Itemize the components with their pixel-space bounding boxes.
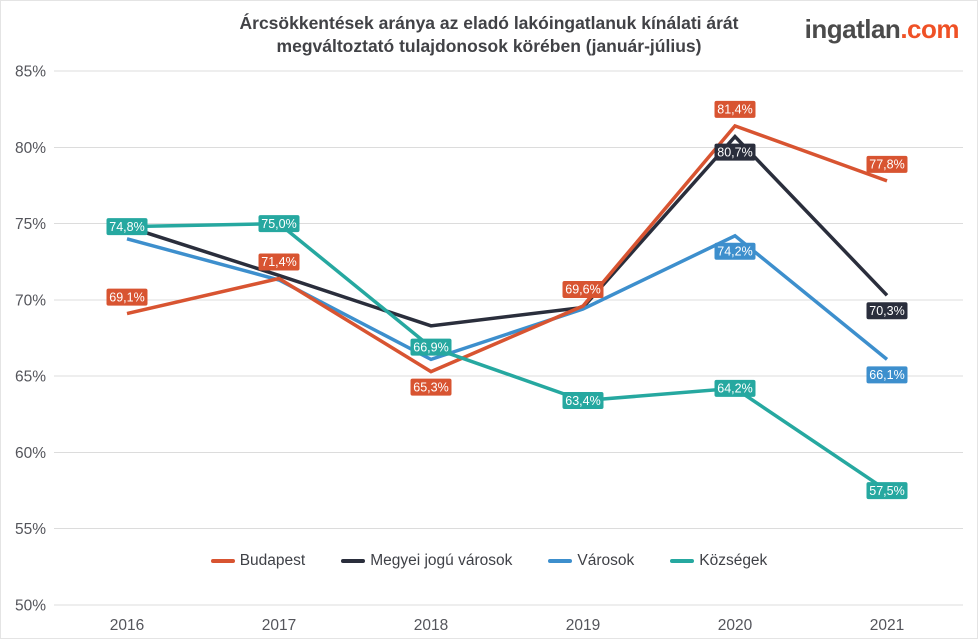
y-tick-label-55: 55% [15, 521, 46, 538]
point-label-value: 77,8% [869, 158, 904, 172]
series-line-községek [126, 221, 888, 493]
series-line-városok [126, 233, 889, 362]
point-label-box [562, 392, 604, 410]
point-label-box [866, 155, 908, 173]
logo-tld: .com [900, 14, 959, 44]
x-tick-label-2021: 2021 [870, 617, 904, 634]
legend-swatch [548, 559, 573, 563]
point-label-value: 64,2% [717, 382, 752, 396]
point-label-value: 66,1% [869, 368, 904, 382]
point-label-value: 74,2% [717, 244, 752, 258]
point-label-box [866, 482, 908, 500]
x-tick-label-2020: 2020 [718, 617, 753, 634]
point-label-value: 70,3% [869, 304, 904, 318]
point-label-box [714, 100, 756, 118]
legend-item-községek: Községek [670, 552, 767, 570]
chart-title-line2: megváltoztató tulajdonosok körében (janu… [276, 36, 702, 56]
ingatlan-com-logo: ingatlan.com [804, 14, 960, 45]
point-label-value: 81,4% [717, 103, 752, 117]
x-tick-label-2019: 2019 [566, 617, 600, 634]
legend-item-budapest: Budapest [210, 552, 306, 570]
x-tick-label-2018: 2018 [414, 617, 448, 634]
point-label-box [866, 366, 908, 384]
legend-item-megyei-jogú-városok: Megyei jogú városok [341, 552, 512, 570]
legend-label: Budapest [239, 552, 306, 569]
point-label-value: 65,3% [413, 380, 448, 394]
series-line-megyei-jogú-városok [126, 134, 889, 328]
point-label-box [258, 215, 300, 233]
point-label-box [714, 379, 756, 397]
legend-item-városok: Városok [548, 552, 634, 570]
point-label-value: 57,5% [869, 484, 904, 498]
x-tick-label-2016: 2016 [110, 617, 144, 634]
y-tick-label-85: 85% [15, 64, 46, 81]
point-label-box [410, 378, 452, 396]
legend-swatch [341, 559, 366, 563]
chart-title-line1: Árcsökkentések aránya az eladó lakóingat… [239, 13, 739, 33]
point-label-box [106, 288, 148, 306]
legend-swatch [670, 559, 695, 563]
chart-title: Árcsökkentések aránya az eladó lakóingat… [1, 12, 977, 58]
legend-label: Községek [699, 552, 768, 569]
point-label-value: 63,4% [565, 394, 600, 408]
point-label-value: 69,6% [565, 283, 600, 297]
y-tick-label-75: 75% [15, 216, 46, 233]
x-tick-label-2017: 2017 [262, 617, 296, 634]
point-label-box [258, 253, 300, 271]
y-tick-label-80: 80% [15, 140, 46, 157]
y-tick-label-60: 60% [15, 445, 46, 462]
point-label-box [106, 218, 148, 236]
point-label-value: 75,0% [261, 217, 296, 231]
y-tick-label-50: 50% [15, 598, 46, 615]
y-tick-label-70: 70% [15, 292, 46, 309]
point-label-box [562, 280, 604, 298]
legend-swatch [210, 559, 235, 563]
legend-label: Városok [577, 552, 635, 569]
point-label-value: 74,8% [109, 220, 144, 234]
point-label-box [410, 338, 452, 356]
chart-legend: Budapest Megyei jogú városok Városok Község… [1, 552, 977, 570]
point-label-value: 80,7% [717, 145, 752, 159]
point-label-box [714, 143, 756, 161]
y-tick-label-65: 65% [15, 369, 46, 386]
logo-name: ingatlan [804, 14, 901, 44]
point-label-value: 69,1% [109, 290, 144, 304]
legend-label: Megyei jogú városok [370, 552, 513, 569]
point-label-box [714, 242, 756, 260]
point-label-value: 66,9% [413, 340, 448, 354]
series-line-budapest [126, 123, 888, 374]
point-label-box [866, 302, 908, 320]
point-label-value: 71,4% [261, 255, 296, 269]
